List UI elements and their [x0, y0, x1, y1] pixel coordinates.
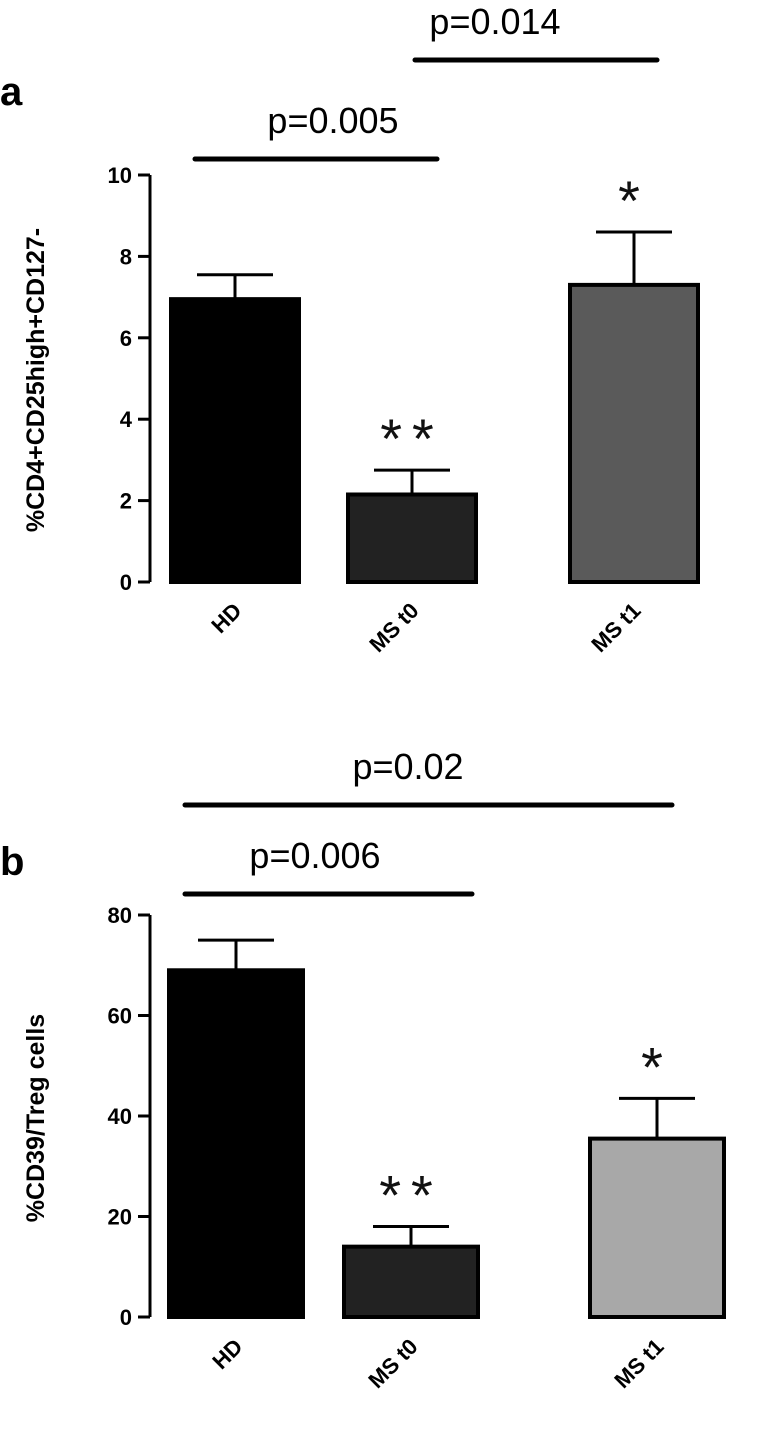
panel-b-significance-marker: * [641, 1035, 673, 1098]
panel-b-significance-marker: ** [379, 1164, 443, 1227]
panel-a-y-tick-label: 0 [120, 570, 132, 595]
panel-b-y-tick-label: 0 [120, 1305, 132, 1330]
panel-a-y-tick-label: 2 [120, 489, 132, 514]
panel-a-category-label: MS t0 [364, 598, 423, 657]
panel-b-group: 0 20 40 60 80 %CD39/Treg cells HD ** MS t0 * MS t1… [22, 746, 726, 1393]
panel-b-y-axis-label: %CD39/Treg cells [22, 1014, 50, 1222]
panel-b-label: b [0, 840, 24, 884]
panel-a-y-tick-label: 10 [108, 163, 132, 188]
panel-a-category-label: HD [206, 598, 246, 638]
panel-b-y-tick-label: 60 [108, 1004, 132, 1029]
panel-b-bar-hd [167, 968, 305, 1320]
panel-b-p-value: p=0.02 [352, 746, 463, 787]
panel-a-bar-ms-t0 [346, 492, 478, 584]
panel-b-category-label: MS t0 [363, 1334, 422, 1393]
panel-b-p-value: p=0.006 [249, 835, 380, 876]
panel-b-category-label: MS t1 [609, 1334, 668, 1393]
panel-a-category-label: MS t1 [586, 598, 645, 657]
panel-b-y-tick-label: 20 [108, 1205, 132, 1230]
panel-a-label: a [0, 70, 23, 114]
panel-a-y-tick-label: 4 [120, 407, 133, 432]
panel-a-significance-marker: ** [380, 407, 444, 470]
panel-b-y-tick-label: 40 [108, 1104, 132, 1129]
panel-a-group: 0 2 4 6 8 10 %CD4+CD25high+CD127- HD ** MS t0 * MS … [22, 1, 700, 657]
panel-b-category-label: HD [207, 1334, 247, 1374]
panel-b-y-tick-label: 80 [108, 903, 132, 928]
panel-a-p-value: p=0.005 [267, 100, 398, 141]
panel-a-y-tick-label: 6 [120, 326, 132, 351]
panel-a-y-tick-label: 8 [120, 244, 132, 269]
panel-a-y-axis-label: %CD4+CD25high+CD127- [22, 228, 50, 532]
panel-b-bar-ms-t1 [588, 1136, 726, 1320]
panel-a-p-value: p=0.014 [429, 1, 560, 42]
panel-b-bar-ms-t0 [342, 1244, 480, 1320]
panel-a-bar-ms-t1 [568, 282, 700, 584]
panel-a-bar-hd [169, 297, 301, 584]
panel-a-significance-marker: * [618, 169, 650, 232]
